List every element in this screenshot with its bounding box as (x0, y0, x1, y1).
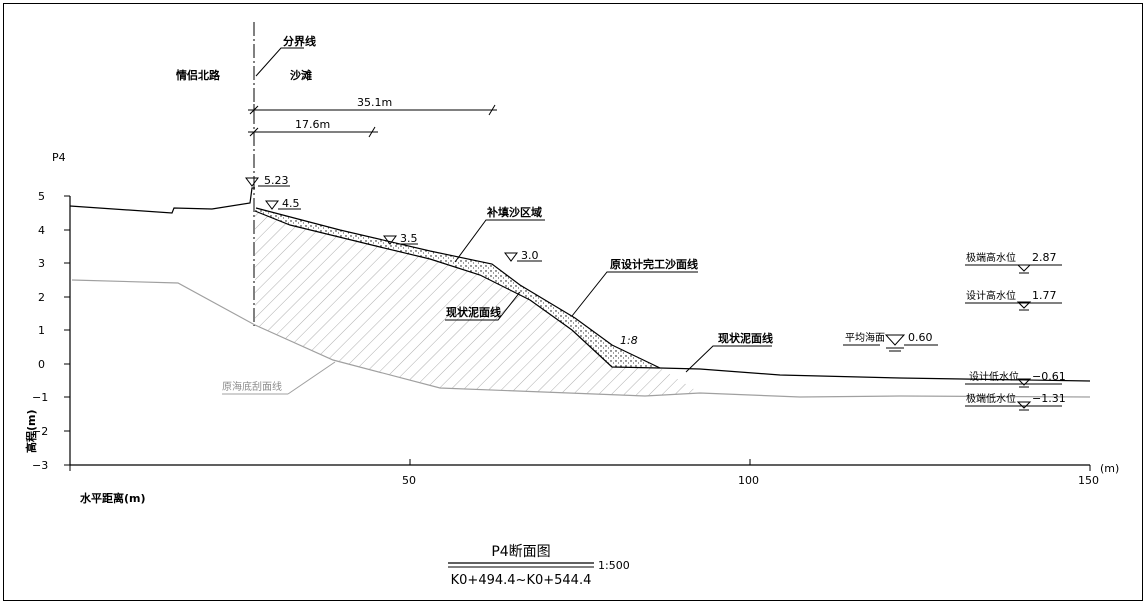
dim-short-text: 17.6m (295, 118, 330, 131)
water-level-marker-1 (965, 264, 1062, 274)
water-level-value-2: 1.77 (1032, 289, 1057, 302)
original-seabed-line (71, 279, 1091, 398)
water-level-value-4: −1.31 (1032, 392, 1066, 405)
beach-label: 沙滩 (290, 68, 312, 82)
elev-top-text: 5.23 (264, 174, 289, 187)
water-level-marker-2 (965, 301, 1062, 311)
mud-label-upper: 现状泥面线 (446, 305, 501, 319)
boundary-leader (255, 47, 304, 77)
seabed-label: 原海底刮面线 (222, 380, 282, 393)
x-tick-marks (69, 459, 1091, 471)
dim-long-right-tick (488, 104, 496, 116)
mud-upper-leader (445, 291, 521, 321)
x-tick-100: 100 (738, 474, 759, 487)
water-level-label-3: 设计低水位 (969, 370, 1019, 383)
dim-short-right-tick (368, 126, 376, 138)
drawing-frame (3, 3, 1143, 601)
elev-b-text: 3.5 (400, 232, 418, 245)
road-surface-line (69, 187, 255, 214)
water-level-label-1: 极端高水位 (966, 251, 1016, 264)
dim-short-left-slash (249, 127, 259, 137)
y-tick-1: 1 (38, 324, 45, 337)
x-unit: (m) (1100, 462, 1119, 475)
elev-a-text: 4.5 (282, 197, 300, 210)
fill-leader (454, 219, 545, 263)
boundary-label: 分界线 (283, 34, 316, 48)
mean-sea-marker (843, 334, 938, 352)
y-tick-4: 4 (38, 224, 45, 237)
y-axis-label: 高程(m) (24, 409, 38, 453)
fill-sand-region (255, 208, 660, 368)
y-tick-neg2: −2 (32, 425, 48, 438)
elev-marker-b (383, 235, 418, 245)
water-level-label-4: 极端低水位 (966, 392, 1016, 405)
drawing-scale: 1:500 (598, 559, 630, 572)
y-tick-neg3: −3 (32, 459, 48, 472)
design-sand-line (255, 207, 661, 369)
water-level-value-3: −0.61 (1032, 370, 1066, 383)
water-level-label-2: 设计高水位 (966, 289, 1016, 302)
mud-label-lower: 现状泥面线 (718, 331, 773, 345)
elev-marker-top (245, 177, 290, 187)
x-axis-label: 水平距离(m) (80, 491, 146, 505)
y-tick-3: 3 (38, 257, 45, 270)
dim-long-left-slash (249, 105, 259, 115)
elev-marker-a (265, 200, 301, 210)
y-tick-0: 0 (38, 358, 45, 371)
elev-marker-c (504, 252, 542, 262)
water-level-marker-4 (965, 401, 1062, 411)
y-tick-2: 2 (38, 291, 45, 304)
drawing-title: P4断面图 (491, 544, 550, 560)
x-tick-150: 150 (1078, 474, 1099, 487)
elev-c-text: 3.0 (521, 249, 539, 262)
profile-name: P4 (52, 151, 66, 164)
y-tick-5: 5 (38, 190, 45, 203)
water-level-value-1: 2.87 (1032, 251, 1057, 264)
existing-ground-hatch (255, 211, 700, 396)
mean-sea-label: 平均海面 (845, 331, 885, 344)
mud-lower-leader (685, 345, 772, 373)
y-tick-marks (64, 195, 70, 466)
seabed-leader (287, 361, 336, 395)
y-tick-neg1: −1 (32, 391, 48, 404)
road-label: 情侣北路 (176, 68, 221, 82)
slope-label: 1:8 (620, 334, 638, 347)
design-label: 原设计完工沙面线 (610, 257, 698, 271)
fill-label: 补填沙区域 (486, 205, 542, 219)
x-tick-50: 50 (402, 474, 416, 487)
water-level-marker-3 (965, 378, 1062, 388)
existing-mud-line (254, 210, 1091, 382)
drawing-chainage: K0+494.4~K0+544.4 (451, 573, 592, 588)
dim-long-text: 35.1m (357, 96, 392, 109)
mean-sea-value: 0.60 (908, 331, 933, 344)
design-leader (571, 271, 698, 317)
